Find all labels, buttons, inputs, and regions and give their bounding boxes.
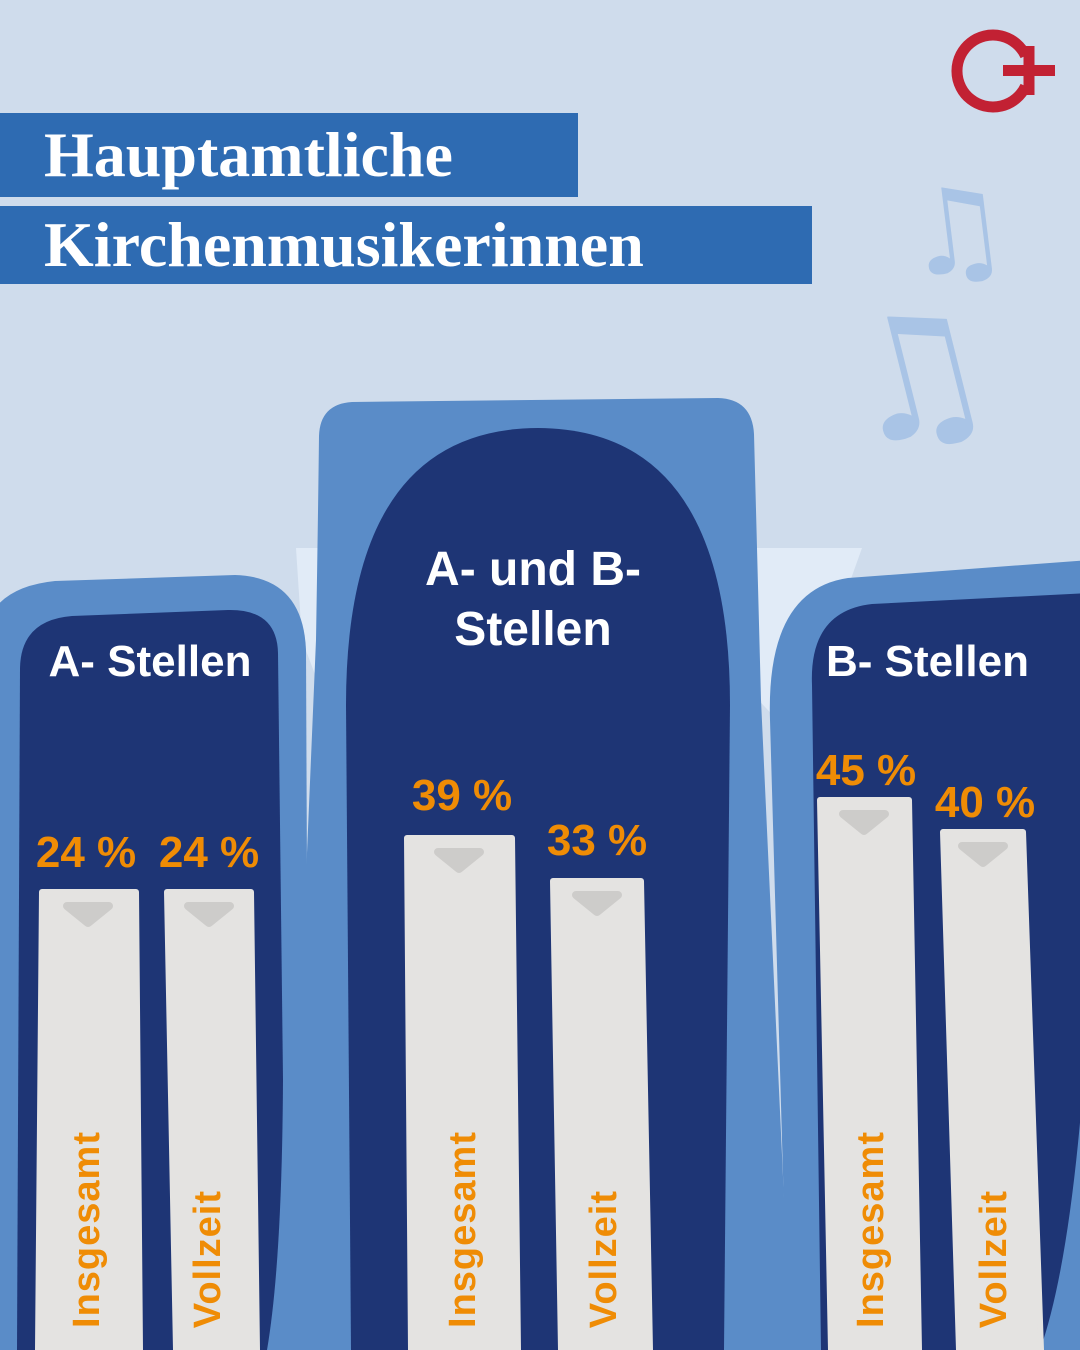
bar-category-label-a-insgesamt: Insgesamt (66, 1131, 108, 1328)
group-title-line: A- Stellen (48, 637, 252, 686)
value-label-a-vollzeit: 24 % (158, 828, 260, 877)
chevron-down-icon (63, 902, 113, 927)
chevron-down-icon (572, 891, 622, 916)
bar-category-label-a-vollzeit: Vollzeit (187, 1189, 229, 1328)
group-title-a-stellen: A- Stellen (20, 636, 280, 688)
headline-bar-1: Hauptamtliche (0, 113, 578, 197)
bar-category-label-ab-vollzeit: Vollzeit (583, 1189, 625, 1328)
bar-a-vollzeit (164, 889, 260, 1350)
chevron-down-icon (434, 848, 484, 873)
group-title-b-stellen: B- Stellen (800, 636, 1055, 688)
value-label-a-insgesamt: 24 % (35, 828, 137, 877)
bar-ab-insgesamt (404, 835, 521, 1350)
headline-line-2: Kirchenmusikerinnen (44, 209, 644, 280)
bar-category-label-b-vollzeit: Vollzeit (973, 1189, 1015, 1328)
chevron-down-icon (184, 902, 234, 927)
bar-a-insgesamt (35, 889, 143, 1350)
bar-b-insgesamt (817, 797, 922, 1350)
bar-category-label-b-insgesamt: Insgesamt (850, 1131, 892, 1328)
value-label-b-insgesamt: 45 % (815, 746, 917, 795)
value-label-ab-insgesamt: 39 % (411, 771, 513, 820)
bar-ab-vollzeit (550, 878, 653, 1350)
group-title-line: B- Stellen (826, 637, 1029, 686)
value-label-ab-vollzeit: 33 % (546, 816, 648, 865)
group-title-a-und-b-stellen: A- und B- Stellen (380, 540, 686, 660)
chevron-down-icon (839, 810, 889, 835)
value-label-b-vollzeit: 40 % (934, 778, 1036, 827)
group-title-line: Stellen (454, 603, 612, 656)
headline-line-1: Hauptamtliche (44, 119, 453, 190)
chevron-down-icon (958, 842, 1008, 867)
circle-plus-logo-icon (940, 18, 1070, 128)
bar-b-vollzeit (940, 829, 1044, 1350)
group-title-line: A- und B- (425, 543, 641, 596)
headline-bar-2: Kirchenmusikerinnen (0, 206, 812, 284)
bar-category-label-ab-insgesamt: Insgesamt (442, 1131, 484, 1328)
